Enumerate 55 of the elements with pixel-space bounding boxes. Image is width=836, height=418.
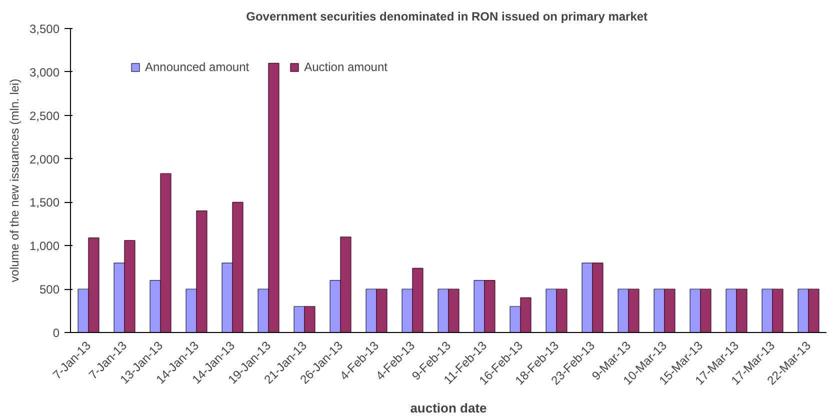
bar (222, 262, 233, 332)
y-tick-label: 2,000 (29, 152, 60, 166)
y-tick-label: 500 (39, 282, 60, 297)
bar (546, 288, 557, 332)
bar (520, 297, 532, 332)
bar (186, 288, 197, 332)
y-tick-label: 1,500 (29, 196, 60, 210)
y-tick-label: 1,000 (29, 239, 60, 254)
y-tick-label: 2,500 (29, 108, 60, 123)
bar (124, 240, 136, 332)
bar (690, 288, 701, 332)
bar (654, 288, 665, 332)
bar (582, 262, 593, 332)
y-tick-label: 0 (52, 326, 60, 340)
y-tick-label: 3,500 (29, 22, 60, 36)
chart-title: Government securities denominated in RON issued on primary market (246, 10, 648, 24)
bar (376, 288, 388, 332)
bar (78, 288, 89, 332)
bar (772, 288, 784, 332)
bar (808, 288, 820, 332)
bar (438, 288, 449, 332)
bar (304, 306, 316, 332)
y-tick-label: 3,000 (29, 65, 60, 80)
bar (484, 280, 496, 332)
bar (592, 262, 604, 332)
bar (258, 288, 269, 332)
bar (294, 306, 305, 332)
bar (340, 236, 352, 332)
bar (474, 280, 485, 332)
x-axis-title: auction date (410, 400, 487, 416)
bar (268, 62, 280, 332)
bar (232, 202, 244, 332)
bar (726, 288, 737, 332)
bar (114, 262, 125, 332)
y-axis-title: volume of the new issuances (mln. lei) (7, 78, 22, 282)
bar (700, 288, 712, 332)
bar (412, 268, 424, 332)
bar (448, 288, 460, 332)
bar (798, 288, 809, 332)
bar (366, 288, 377, 332)
legend-label: Auction amount (304, 60, 388, 74)
bar (736, 288, 748, 332)
bar (664, 288, 676, 332)
bar (510, 306, 521, 332)
bar (196, 210, 208, 332)
bar (628, 288, 640, 332)
bar (402, 288, 413, 332)
bar (330, 280, 341, 332)
bar (762, 288, 773, 332)
legend-label: Announced amount (145, 60, 250, 74)
bar (160, 173, 172, 332)
bar (618, 288, 629, 332)
bar (556, 288, 568, 332)
bar (88, 237, 100, 332)
bar (150, 280, 161, 332)
